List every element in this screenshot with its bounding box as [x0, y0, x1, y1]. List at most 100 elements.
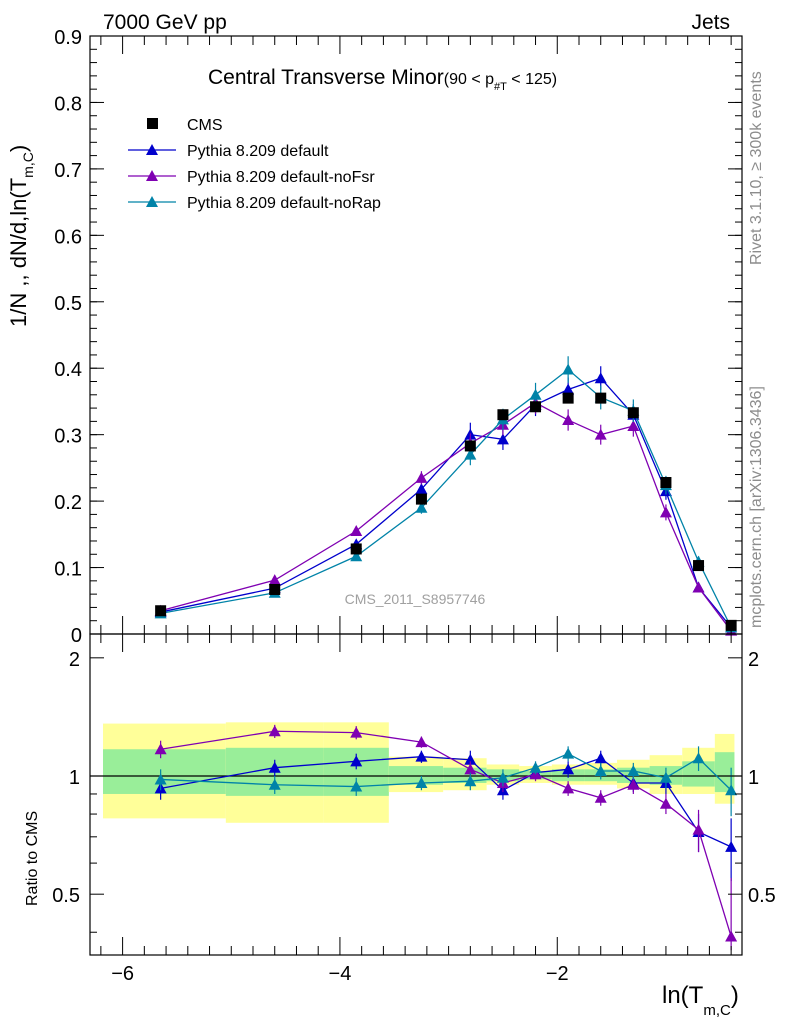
ratio-frame — [89, 633, 743, 956]
data-point-10 — [660, 477, 672, 489]
header-right: Jets — [691, 11, 730, 34]
ratio-point-s1-10 — [659, 797, 672, 809]
x-tick-label-0: −6 — [111, 963, 134, 985]
point-s2-3 — [415, 501, 428, 513]
data-point-9 — [627, 407, 639, 419]
legend-nofsr-marker — [146, 170, 158, 181]
ratio-point-s2-11 — [692, 752, 705, 764]
ratio-point-s1-12 — [725, 930, 738, 942]
data-point-7 — [562, 392, 574, 404]
y-tick-label-2: 0.2 — [54, 492, 82, 514]
legend-entry-norap: Pythia 8.209 default-noRap — [128, 195, 381, 212]
main-plot — [154, 356, 738, 636]
ratio-point-s2-2 — [350, 780, 363, 792]
ratio-tick-label-left-1: 1 — [69, 767, 80, 789]
ratio-point-s0-3 — [415, 750, 428, 762]
ratio-point-s1-11 — [692, 823, 705, 835]
rivet-label: Rivet 3.1.10, ≥ 300k events — [748, 71, 765, 265]
x-tick-label-1: −4 — [329, 963, 352, 985]
legend-cms-marker — [147, 118, 158, 129]
ratio-plot — [154, 724, 738, 951]
y-tick-label-6: 0.6 — [54, 226, 82, 248]
legend-entry-default: Pythia 8.209 default — [128, 143, 329, 160]
ratio-tick-label-right-2: 2 — [748, 649, 759, 671]
ratio-point-s2-6 — [529, 761, 542, 773]
axes — [89, 35, 743, 956]
data-point-2 — [350, 543, 362, 555]
header-left: 7000 GeV pp — [103, 11, 227, 34]
point-s0-3 — [415, 483, 428, 495]
point-s0-5 — [496, 433, 509, 445]
y-tick-label-3: 0.3 — [54, 426, 82, 448]
point-s1-9 — [627, 420, 640, 432]
chart-title: Central Transverse Minor(90 < p#T < 125) — [208, 66, 557, 93]
ratio-point-s0-1 — [268, 761, 281, 773]
x-axis-label: ln(Tm,C) — [662, 982, 739, 1019]
y-tick-label-4: 0.4 — [54, 359, 82, 381]
point-s0-8 — [594, 372, 607, 384]
ratio-tick-label-right-1: 1 — [748, 767, 759, 789]
point-s0-7 — [562, 383, 575, 395]
legend-norap-label: Pythia 8.209 default-noRap — [187, 195, 381, 212]
data-point-1 — [269, 583, 281, 595]
ratio-point-s0-7 — [562, 763, 575, 775]
ratio-point-s1-2 — [350, 726, 363, 738]
ratio-point-s1-4 — [464, 763, 477, 775]
x-tick-label-2: −2 — [546, 963, 569, 985]
data-point-6 — [530, 401, 542, 413]
point-s1-7 — [562, 414, 575, 426]
y-tick-label-8: 0.8 — [54, 93, 82, 115]
ratio-tick-label-right-0: 0.5 — [748, 885, 776, 907]
series-line-s2 — [160, 368, 732, 628]
ratio-point-s2-10 — [659, 771, 672, 783]
ratio-point-s2-0 — [154, 773, 167, 785]
legend-norap-marker — [146, 196, 158, 207]
ratio-point-s2-8 — [594, 764, 607, 776]
ratio-point-s2-7 — [562, 747, 575, 759]
data-point-3 — [415, 493, 427, 505]
analysis-watermark: CMS_2011_S8957746 — [345, 591, 486, 607]
ratio-point-s1-1 — [268, 725, 281, 737]
ratio-point-s1-3 — [415, 736, 428, 748]
ratio-tick-label-left-2: 2 — [69, 649, 80, 671]
ratio-tick-label-left-0: 0.5 — [52, 885, 80, 907]
ratio-point-s1-9 — [627, 778, 640, 790]
band-inner-0 — [103, 749, 226, 794]
ratio-point-s1-0 — [154, 743, 167, 755]
y-tick-label-1: 0.1 — [54, 559, 82, 581]
ratio-point-s0-2 — [350, 755, 363, 767]
ratio-point-s0-4 — [464, 753, 477, 765]
data-point-5 — [497, 409, 509, 421]
legend: CMS Pythia 8.209 default Pythia 8.209 de… — [128, 117, 381, 212]
ratio-point-s1-8 — [594, 791, 607, 803]
point-s2-6 — [529, 388, 542, 400]
y-axis-label: 1/N ,, dN/d,ln(Tm,C) — [6, 145, 36, 327]
data-point-11 — [693, 560, 705, 572]
ratio-point-s2-1 — [268, 778, 281, 790]
series-line-s0 — [160, 377, 732, 628]
legend-nofsr-label: Pythia 8.209 default-noFsr — [187, 169, 375, 186]
legend-default-label: Pythia 8.209 default — [187, 143, 329, 160]
y-tick-label-0: 0 — [71, 625, 82, 647]
ratio-point-s0-12 — [725, 840, 738, 852]
legend-cms-label: CMS — [187, 117, 223, 134]
data-point-0 — [155, 605, 167, 617]
ratio-point-s2-3 — [415, 776, 428, 788]
legend-entry-cms: CMS — [147, 117, 223, 134]
ratio-point-s2-4 — [464, 775, 477, 787]
y-tick-label-9: 0.9 — [54, 27, 82, 49]
y-tick-label-5: 0.5 — [54, 293, 82, 315]
mcplots-label: mcplots.cern.ch [arXiv:1306.3436] — [748, 386, 765, 628]
point-s1-3 — [415, 471, 428, 483]
data-point-4 — [464, 440, 476, 452]
band-inner-12 — [714, 752, 735, 793]
point-s1-10 — [659, 506, 672, 518]
point-s2-7 — [562, 363, 575, 375]
ratio-point-s2-5 — [496, 771, 509, 783]
y-tick-label-7: 0.7 — [54, 160, 82, 182]
ratio-point-s2-12 — [725, 784, 738, 796]
point-s1-8 — [594, 428, 607, 440]
point-s1-1 — [268, 574, 281, 586]
legend-entry-nofsr: Pythia 8.209 default-noFsr — [128, 169, 375, 186]
